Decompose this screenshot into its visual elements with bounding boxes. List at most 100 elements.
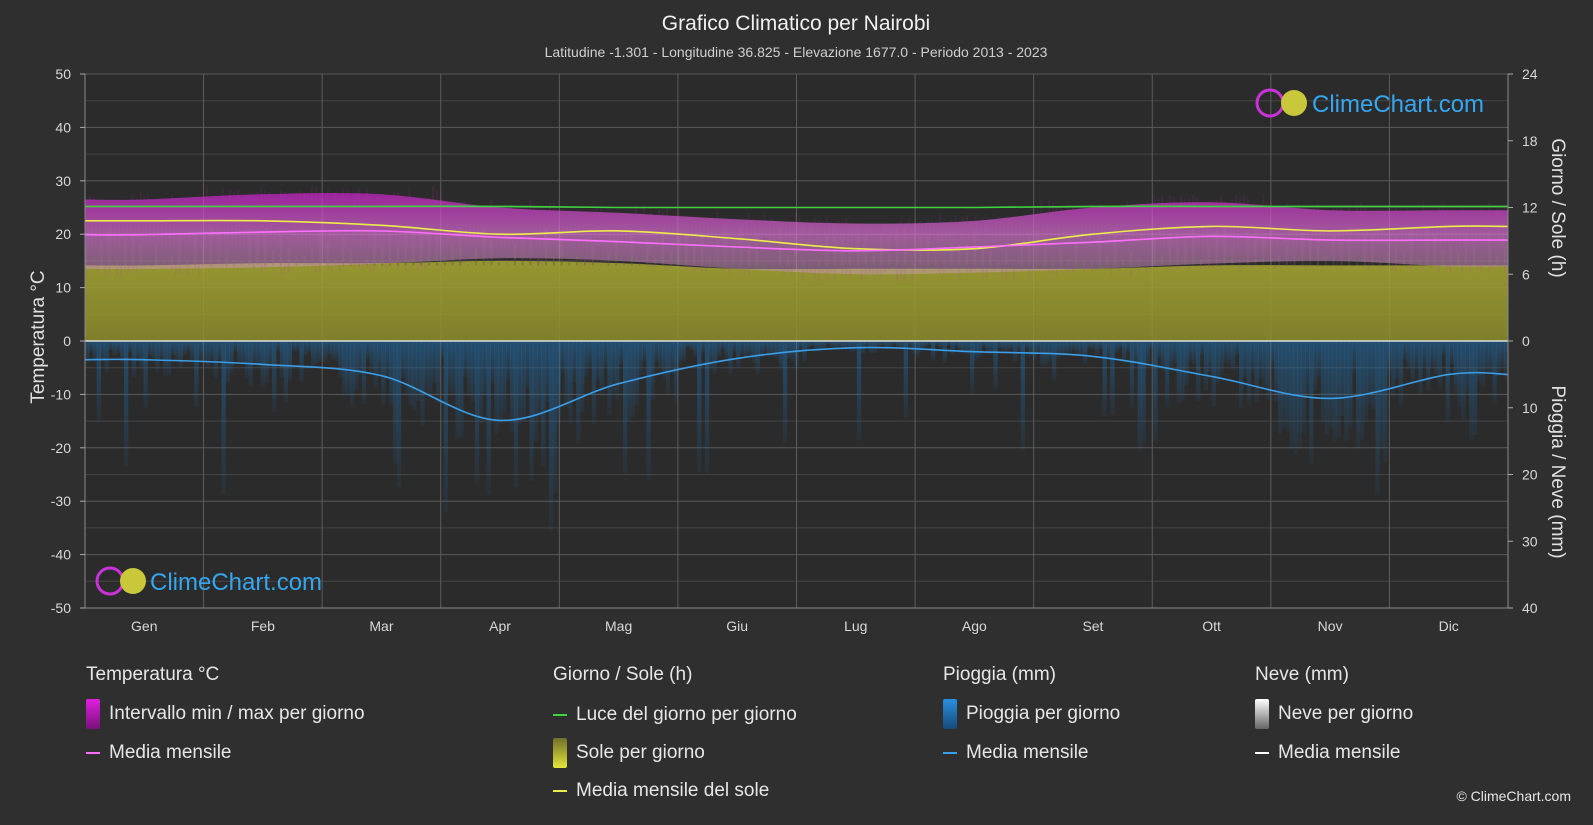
rain-bar bbox=[467, 341, 472, 397]
sun-swatch bbox=[553, 738, 567, 768]
rain-bar bbox=[786, 341, 792, 358]
temperature-day-bar bbox=[381, 193, 384, 266]
temperature-day-bar bbox=[311, 187, 314, 264]
sun-bar bbox=[1239, 264, 1241, 266]
temperature-day-bar bbox=[1367, 210, 1370, 269]
rain-bar bbox=[1328, 341, 1333, 428]
temperature-day-bar bbox=[615, 212, 618, 259]
rain-bar bbox=[1441, 341, 1446, 356]
rain-bar bbox=[1184, 341, 1189, 386]
rain-bar bbox=[525, 341, 530, 389]
temperature-day-bar bbox=[1012, 216, 1015, 280]
y-axis-right-top-label: Giorno / Sole (h) bbox=[1547, 138, 1568, 277]
y-right-bottom-tick-label: 10 bbox=[1522, 400, 1538, 416]
rain-bar bbox=[993, 341, 998, 390]
temperature-day-bar bbox=[408, 188, 411, 257]
temperature-day-bar bbox=[166, 198, 169, 266]
legend-item-snow-mean: Media mensile bbox=[1255, 742, 1401, 764]
temperature-day-bar bbox=[572, 215, 575, 259]
temperature-day-bar bbox=[1118, 215, 1121, 271]
rain-bar bbox=[1016, 341, 1022, 351]
axes: 50 40 30 20 10 0 -10 -20 -30 -40 -50 24 18 12 6 0 10 20 30… bbox=[51, 66, 1538, 634]
sun-bar bbox=[623, 264, 625, 266]
rain-bar bbox=[307, 341, 312, 353]
temperature-day-bar bbox=[100, 204, 103, 264]
temperature-day-bar bbox=[720, 217, 723, 265]
rain-bar bbox=[486, 341, 491, 495]
rain-bar bbox=[1305, 341, 1310, 396]
temperature-day-bar bbox=[927, 219, 930, 266]
temperature-day-bar bbox=[1157, 197, 1160, 258]
temperature-day-bar bbox=[747, 213, 750, 276]
rain-bar bbox=[732, 341, 737, 352]
temperature-day-bar bbox=[1071, 208, 1074, 274]
rain-bar bbox=[923, 341, 928, 347]
rain-bar bbox=[1476, 341, 1482, 383]
rain-bar bbox=[377, 341, 382, 376]
rain-bar bbox=[1086, 341, 1092, 349]
temperature-day-bar bbox=[108, 202, 111, 275]
rain-bar bbox=[412, 341, 417, 410]
temperature-day-bar bbox=[587, 212, 590, 265]
temperature-day-bar bbox=[287, 198, 290, 274]
rain-bar bbox=[1496, 341, 1501, 377]
rain-bar bbox=[1387, 341, 1392, 376]
rain-bar bbox=[556, 341, 561, 426]
rain-bar bbox=[673, 341, 678, 404]
temperature-day-bar bbox=[170, 195, 173, 270]
rain-bar bbox=[650, 341, 655, 401]
rain-bar bbox=[810, 341, 815, 347]
temperature-day-bar bbox=[1469, 210, 1471, 274]
rain-bar bbox=[1110, 341, 1115, 415]
rain-bar bbox=[911, 341, 916, 354]
temperature-day-bar bbox=[845, 218, 848, 276]
temperature-day-bar bbox=[1441, 202, 1444, 261]
rain-bar bbox=[1320, 341, 1326, 423]
y-right-bottom-tick-label: 30 bbox=[1522, 533, 1538, 549]
rain-bar bbox=[151, 341, 156, 359]
temperature-day-bar bbox=[435, 190, 438, 257]
temperature-day-bar bbox=[837, 220, 840, 269]
legend-item-sun: Sole per giorno bbox=[553, 738, 705, 768]
temperature-day-bar bbox=[716, 212, 719, 269]
rain-bar bbox=[318, 341, 324, 362]
temperature-day-bar bbox=[537, 209, 540, 265]
temperature-day-bar bbox=[1305, 215, 1308, 268]
rain-bar bbox=[447, 341, 452, 393]
rain-bar bbox=[927, 341, 932, 346]
rain-bar bbox=[1317, 341, 1322, 377]
x-tick-label: Set bbox=[1082, 618, 1103, 634]
rain-bar bbox=[1145, 341, 1150, 366]
rain-bar bbox=[1149, 341, 1154, 350]
temperature-day-bar bbox=[599, 209, 602, 263]
temperature-day-bar bbox=[954, 214, 957, 267]
rain-bar bbox=[205, 341, 211, 368]
rain-bar bbox=[1437, 341, 1443, 388]
temperature-day-bar bbox=[958, 222, 961, 279]
temperature-day-bar bbox=[221, 187, 224, 268]
temperature-day-bar bbox=[424, 199, 427, 269]
rain-bar bbox=[408, 341, 413, 406]
rain-bar bbox=[202, 341, 207, 362]
temperature-day-bar bbox=[1211, 209, 1214, 268]
legend-label: Media mensile bbox=[109, 742, 232, 763]
rain-bar bbox=[1484, 341, 1489, 373]
rain-bar bbox=[634, 341, 639, 406]
rain-bar bbox=[1309, 341, 1314, 464]
temperature-day-bar bbox=[740, 223, 742, 270]
rain-bar bbox=[689, 341, 694, 351]
x-tick-label: Lug bbox=[844, 618, 867, 634]
y-left-tick-label: 40 bbox=[55, 119, 71, 135]
y-right-top-tick-label: 18 bbox=[1522, 133, 1538, 149]
temperature-day-bar bbox=[299, 190, 302, 265]
temperature-day-bar bbox=[182, 206, 185, 263]
rain-bar bbox=[529, 341, 534, 481]
temperature-day-bar bbox=[833, 229, 836, 281]
y-right-bottom-tick-label: 40 bbox=[1522, 600, 1538, 616]
rain-bar bbox=[755, 341, 760, 375]
legend-label: Media mensile bbox=[966, 742, 1089, 763]
rain-bar bbox=[903, 341, 908, 419]
legend-heading-day-sun: Giorno / Sole (h) bbox=[553, 664, 693, 685]
sun-bar bbox=[599, 264, 602, 266]
temperature-day-bar bbox=[1180, 196, 1183, 266]
